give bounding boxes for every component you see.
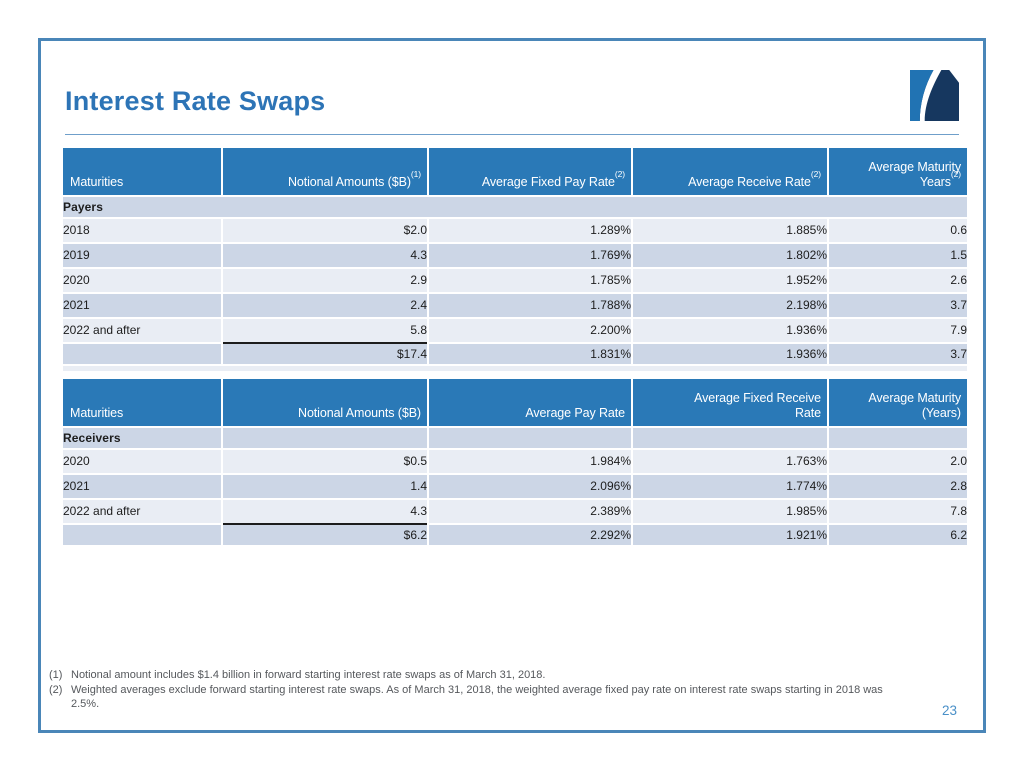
table-row: 2018 $2.0 1.289% 1.885% 0.6 [63,218,967,242]
cell-maturity: 2020 [63,268,221,292]
cell-pay-rate-total: 2.292% [429,524,631,545]
cell-receive-rate: 1.802% [633,243,827,267]
table-row: 2022 and after 4.3 2.389% 1.985% 7.8 [63,499,967,523]
cell-maturity-years: 2.8 [829,474,967,498]
footnotes: (1) Notional amount includes $1.4 billio… [49,668,893,712]
col-header-maturity-years: Average Maturity Years(2) [829,147,967,195]
company-logo-icon [910,70,959,121]
cell-maturity [63,524,221,545]
col-header-notional: Notional Amounts ($B)(1) [223,147,427,195]
cell-receive-rate: 1.936% [633,318,827,342]
cell-maturity-years-total: 3.7 [829,343,967,364]
cell-maturity-years-total: 6.2 [829,524,967,545]
col-header-maturity-years: Average Maturity (Years) [829,378,967,426]
cell-receive-rate: 1.763% [633,449,827,473]
table-row: 2020 2.9 1.785% 1.952% 2.6 [63,268,967,292]
footnote-number: (1) [49,668,63,681]
col-header-fixed-pay-rate: Average Fixed Pay Rate(2) [429,147,631,195]
cell-notional: $0.5 [223,449,427,473]
cell-pay-rate: 1.769% [429,243,631,267]
cell-receive-rate-total: 1.936% [633,343,827,364]
cell-maturity-years: 7.8 [829,499,967,523]
cell-receive-rate-total: 1.921% [633,524,827,545]
cell-maturity: 2022 and after [63,318,221,342]
section-row-receivers: Receivers [63,427,967,448]
cell-maturity-years: 2.6 [829,268,967,292]
cell-notional: 1.4 [223,474,427,498]
col-header-receive-rate: Average Receive Rate(2) [633,147,827,195]
cell-maturity [63,343,221,364]
cell-pay-rate: 2.389% [429,499,631,523]
cell-receive-rate: 1.885% [633,218,827,242]
footnote-text: Weighted averages exclude forward starti… [71,683,883,711]
table-row: 2021 1.4 2.096% 1.774% 2.8 [63,474,967,498]
cell-maturity: 2018 [63,218,221,242]
cell-receive-rate: 2.198% [633,293,827,317]
receivers-table: Maturities Notional Amounts ($B) Average… [61,377,969,547]
cell-pay-rate: 1.785% [429,268,631,292]
cell-pay-rate: 1.289% [429,218,631,242]
payers-table: Maturities Notional Amounts ($B)(1) Aver… [61,146,969,373]
cell-maturity-years: 1.5 [829,243,967,267]
cell-pay-rate: 2.096% [429,474,631,498]
cell-pay-rate-total: 1.831% [429,343,631,364]
cell-maturity: 2020 [63,449,221,473]
section-label: Payers [63,196,967,217]
title-row: Interest Rate Swaps [41,70,983,121]
cell-maturity-years: 7.9 [829,318,967,342]
cell-notional: $2.0 [223,218,427,242]
cell-pay-rate: 1.984% [429,449,631,473]
section-label: Receivers [63,427,221,448]
cell-receive-rate: 1.774% [633,474,827,498]
footnote-text: Notional amount includes $1.4 billion in… [71,668,546,681]
spacer-row [63,365,967,371]
cell-receive-rate: 1.952% [633,268,827,292]
col-header-fixed-receive-rate: Average Fixed Receive Rate [633,378,827,426]
total-row: $17.4 1.831% 1.936% 3.7 [63,343,967,364]
col-header-maturities: Maturities [63,378,221,426]
cell-maturity: 2019 [63,243,221,267]
cell-maturity: 2021 [63,293,221,317]
cell-maturity-years: 0.6 [829,218,967,242]
table-row: 2020 $0.5 1.984% 1.763% 2.0 [63,449,967,473]
payers-header-row: Maturities Notional Amounts ($B)(1) Aver… [63,147,967,195]
cell-notional: 4.3 [223,499,427,523]
cell-pay-rate: 1.788% [429,293,631,317]
title-rule [65,133,959,135]
cell-notional: 5.8 [223,318,427,342]
footnote-number: (2) [49,683,63,696]
cell-receive-rate: 1.985% [633,499,827,523]
cell-notional: 4.3 [223,243,427,267]
col-header-notional: Notional Amounts ($B) [223,378,427,426]
cell-maturity-years: 2.0 [829,449,967,473]
cell-maturity: 2022 and after [63,499,221,523]
table-row: 2021 2.4 1.788% 2.198% 3.7 [63,293,967,317]
page-title: Interest Rate Swaps [65,86,326,116]
cell-notional-total: $17.4 [223,343,427,364]
cell-pay-rate: 2.200% [429,318,631,342]
cell-maturity: 2021 [63,474,221,498]
page-number: 23 [941,703,957,718]
footnote-2: (2) Weighted averages exclude forward st… [49,683,893,712]
col-header-maturities: Maturities [63,147,221,195]
slide: Interest Rate Swaps Maturities Notional … [38,38,986,733]
table-row: 2019 4.3 1.769% 1.802% 1.5 [63,243,967,267]
cell-notional: 2.4 [223,293,427,317]
cell-maturity-years: 3.7 [829,293,967,317]
total-row: $6.2 2.292% 1.921% 6.2 [63,524,967,545]
cell-notional-total: $6.2 [223,524,427,545]
table-row: 2022 and after 5.8 2.200% 1.936% 7.9 [63,318,967,342]
col-header-pay-rate: Average Pay Rate [429,378,631,426]
receivers-header-row: Maturities Notional Amounts ($B) Average… [63,378,967,426]
cell-notional: 2.9 [223,268,427,292]
section-row-payers: Payers [63,196,967,217]
footnote-1: (1) Notional amount includes $1.4 billio… [49,668,893,683]
